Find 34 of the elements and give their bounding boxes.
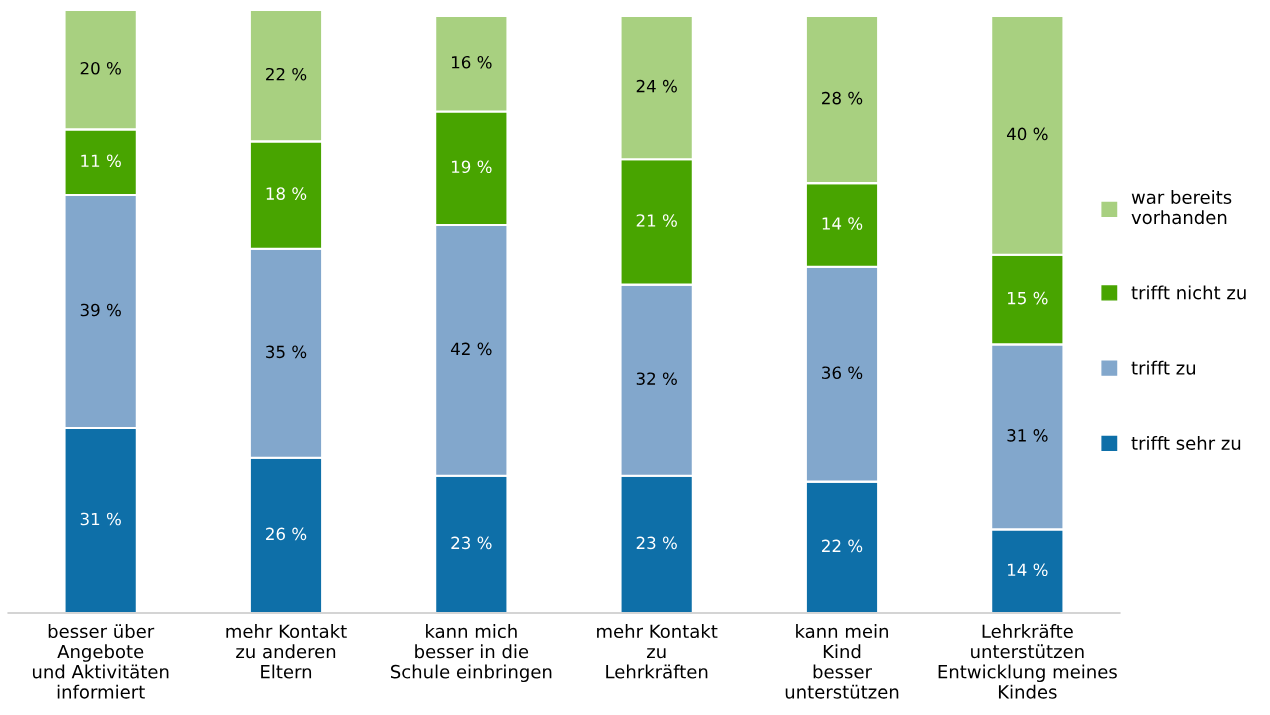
data-label: 40 % [1006, 127, 1048, 141]
data-label: 35 % [266, 345, 307, 359]
data-label: 31 % [80, 512, 121, 526]
x-tick-label: kann mich besser in die Schule einbringen [390, 624, 552, 683]
data-label: 14 % [822, 217, 863, 230]
data-label: 28 % [822, 91, 863, 105]
data-label: 11 % [81, 154, 121, 168]
x-tick-label: Lehrkräfte unterstützen Entwicklung meines Kindes [938, 624, 1117, 699]
data-label: 42 % [450, 342, 492, 356]
data-label: 26 % [266, 527, 307, 541]
data-label: 21 % [636, 214, 677, 227]
data-label: 24 % [636, 79, 677, 93]
data-label: 23 % [451, 536, 492, 550]
x-tick-label: kann mein Kind besser unterstützen [785, 624, 899, 699]
data-label: 31 % [1007, 429, 1048, 442]
legend-label: war bereits vorhanden [1131, 190, 1232, 225]
data-label: 23 % [636, 536, 677, 550]
data-label: 14 % [1007, 563, 1048, 577]
data-label: 19 % [451, 160, 492, 174]
data-label: 18 % [266, 187, 307, 200]
data-label: 39 % [80, 303, 121, 317]
data-label: 20 % [80, 61, 121, 75]
legend-label: trifft zu [1131, 360, 1195, 375]
data-label: 36 % [822, 366, 863, 380]
x-tick-label: mehr Kontakt zu anderen Eltern [226, 624, 347, 679]
legend-label: trifft sehr zu [1131, 436, 1241, 450]
legend-label: trifft nicht zu [1131, 285, 1246, 300]
x-tick-label: mehr Kontakt zu Lehrkräften [597, 624, 718, 679]
data-label: 16 % [451, 55, 492, 69]
data-label: 22 % [266, 67, 307, 81]
data-label: 22 % [822, 539, 863, 553]
x-tick-label: besser über Angebote und Aktivitäten informiert [32, 624, 169, 699]
data-label: 15 % [1007, 291, 1048, 305]
data-label: 32 % [636, 372, 677, 385]
